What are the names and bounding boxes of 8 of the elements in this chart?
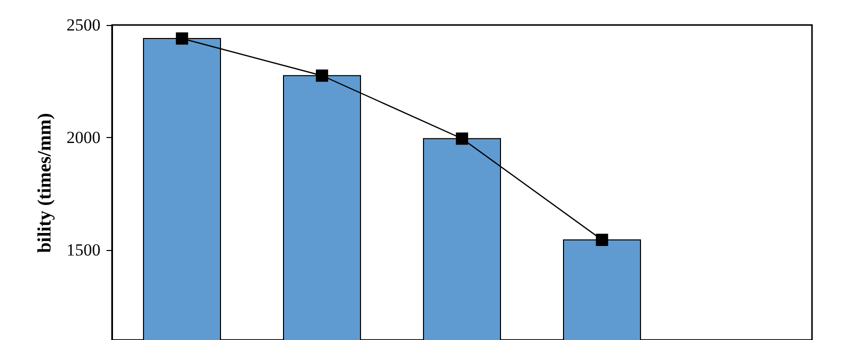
point: [316, 70, 328, 82]
y-tick-label: 1500: [66, 240, 100, 260]
point: [176, 32, 188, 45]
y-tick-label: 2000: [66, 128, 100, 147]
y-axis-title: bility (times/mm): [34, 113, 56, 253]
y-tick-label: 2500: [66, 16, 100, 34]
point: [596, 234, 608, 246]
point: [456, 132, 468, 145]
